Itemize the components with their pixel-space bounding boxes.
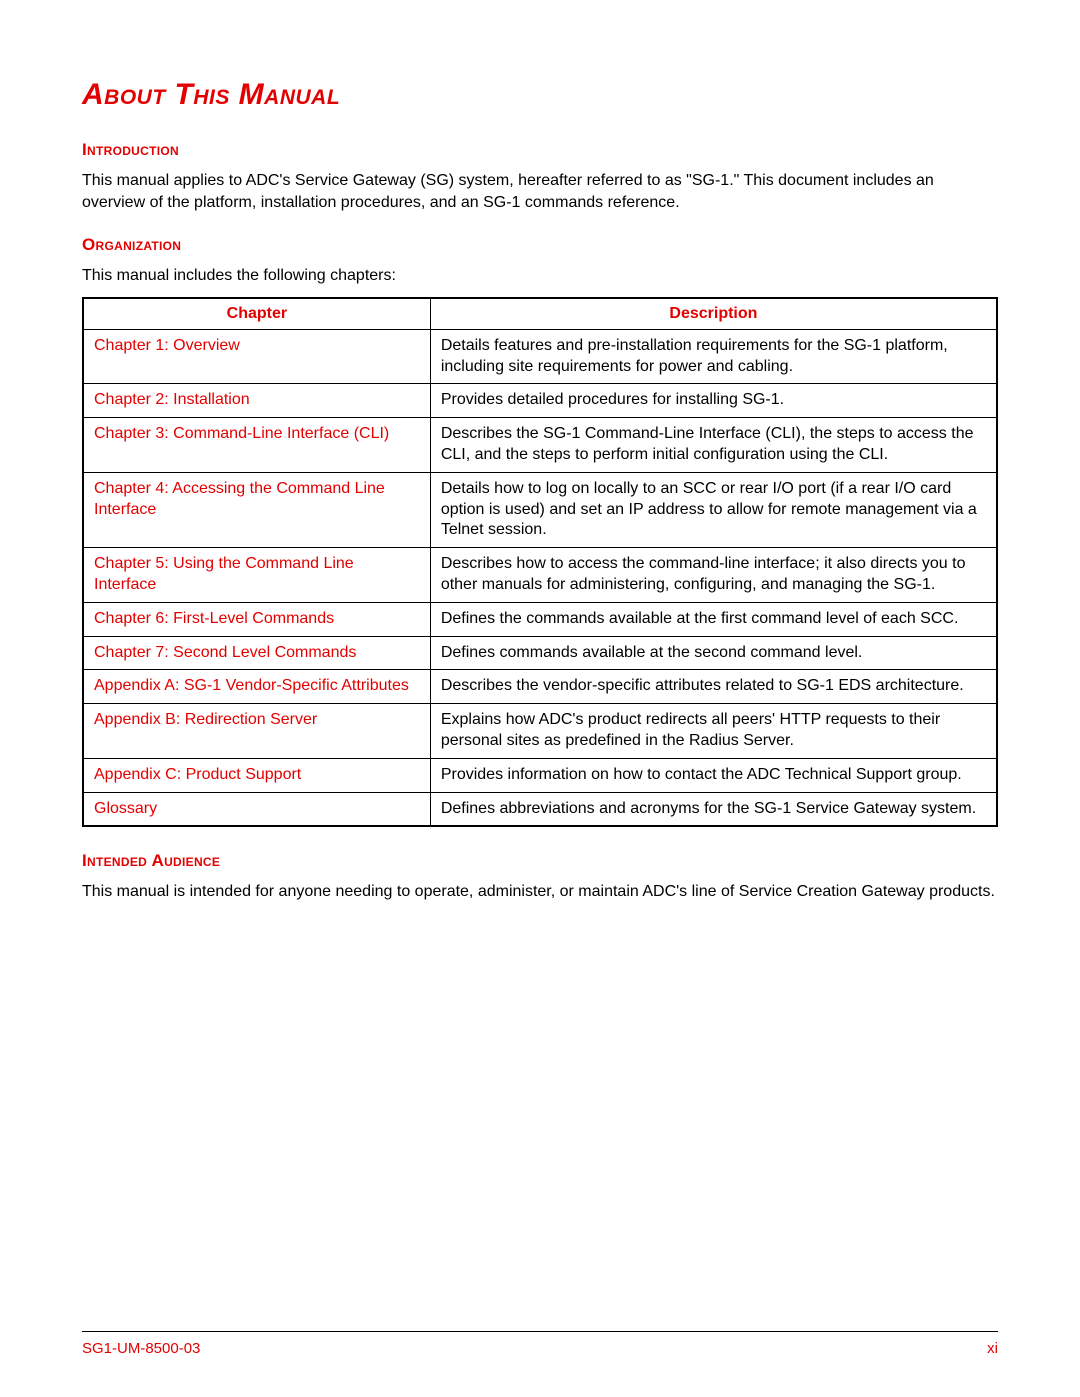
chapter-link[interactable]: Chapter 3: Command-Line Interface (CLI) — [83, 418, 430, 473]
section-heading-audience: Intended Audience — [82, 851, 998, 871]
chapter-link[interactable]: Chapter 1: Overview — [83, 329, 430, 384]
chapter-description: Defines abbreviations and acronyms for t… — [430, 792, 997, 826]
section-heading-introduction: Introduction — [82, 140, 998, 160]
table-header-description: Description — [430, 298, 997, 330]
chapter-description: Provides detailed procedures for install… — [430, 384, 997, 418]
table-row: Chapter 1: Overview Details features and… — [83, 329, 997, 384]
chapter-description: Provides information on how to contact t… — [430, 758, 997, 792]
chapter-description: Describes the SG-1 Command-Line Interfac… — [430, 418, 997, 473]
footer-rule — [82, 1331, 998, 1332]
chapter-description: Describes how to access the command-line… — [430, 548, 997, 603]
section-heading-organization: Organization — [82, 235, 998, 255]
organization-body: This manual includes the following chapt… — [82, 265, 998, 287]
chapter-link[interactable]: Chapter 5: Using the Command Line Interf… — [83, 548, 430, 603]
chapter-description: Explains how ADC's product redirects all… — [430, 704, 997, 759]
table-header-chapter: Chapter — [83, 298, 430, 330]
footer-row: SG1-UM-8500-03 xi — [82, 1340, 998, 1357]
chapter-description: Defines the commands available at the fi… — [430, 602, 997, 636]
table-row: Chapter 7: Second Level Commands Defines… — [83, 636, 997, 670]
table-header-row: Chapter Description — [83, 298, 997, 330]
footer-doc-id: SG1-UM-8500-03 — [82, 1340, 200, 1357]
table-row: Chapter 4: Accessing the Command Line In… — [83, 472, 997, 547]
chapter-link[interactable]: Chapter 4: Accessing the Command Line In… — [83, 472, 430, 547]
chapters-table: Chapter Description Chapter 1: Overview … — [82, 297, 998, 828]
table-row: Appendix A: SG-1 Vendor-Specific Attribu… — [83, 670, 997, 704]
page-title: About This Manual — [82, 78, 998, 112]
chapter-description: Details how to log on locally to an SCC … — [430, 472, 997, 547]
chapter-link[interactable]: Chapter 7: Second Level Commands — [83, 636, 430, 670]
table-row: Chapter 2: Installation Provides detaile… — [83, 384, 997, 418]
page-footer: SG1-UM-8500-03 xi — [82, 1331, 998, 1357]
table-row: Appendix C: Product Support Provides inf… — [83, 758, 997, 792]
table-row: Chapter 5: Using the Command Line Interf… — [83, 548, 997, 603]
table-row: Appendix B: Redirection Server Explains … — [83, 704, 997, 759]
page-content: About This Manual Introduction This manu… — [82, 78, 998, 1337]
chapter-link[interactable]: Chapter 2: Installation — [83, 384, 430, 418]
chapter-link[interactable]: Appendix A: SG-1 Vendor-Specific Attribu… — [83, 670, 430, 704]
audience-body: This manual is intended for anyone needi… — [82, 881, 998, 903]
introduction-body: This manual applies to ADC's Service Gat… — [82, 170, 998, 213]
chapter-description: Defines commands available at the second… — [430, 636, 997, 670]
table-row: Glossary Defines abbreviations and acron… — [83, 792, 997, 826]
footer-page-number: xi — [987, 1340, 998, 1357]
chapter-description: Describes the vendor-specific attributes… — [430, 670, 997, 704]
chapter-link[interactable]: Appendix C: Product Support — [83, 758, 430, 792]
table-row: Chapter 6: First-Level Commands Defines … — [83, 602, 997, 636]
chapter-link[interactable]: Glossary — [83, 792, 430, 826]
table-row: Chapter 3: Command-Line Interface (CLI) … — [83, 418, 997, 473]
chapter-link[interactable]: Chapter 6: First-Level Commands — [83, 602, 430, 636]
chapter-link[interactable]: Appendix B: Redirection Server — [83, 704, 430, 759]
chapter-description: Details features and pre-installation re… — [430, 329, 997, 384]
